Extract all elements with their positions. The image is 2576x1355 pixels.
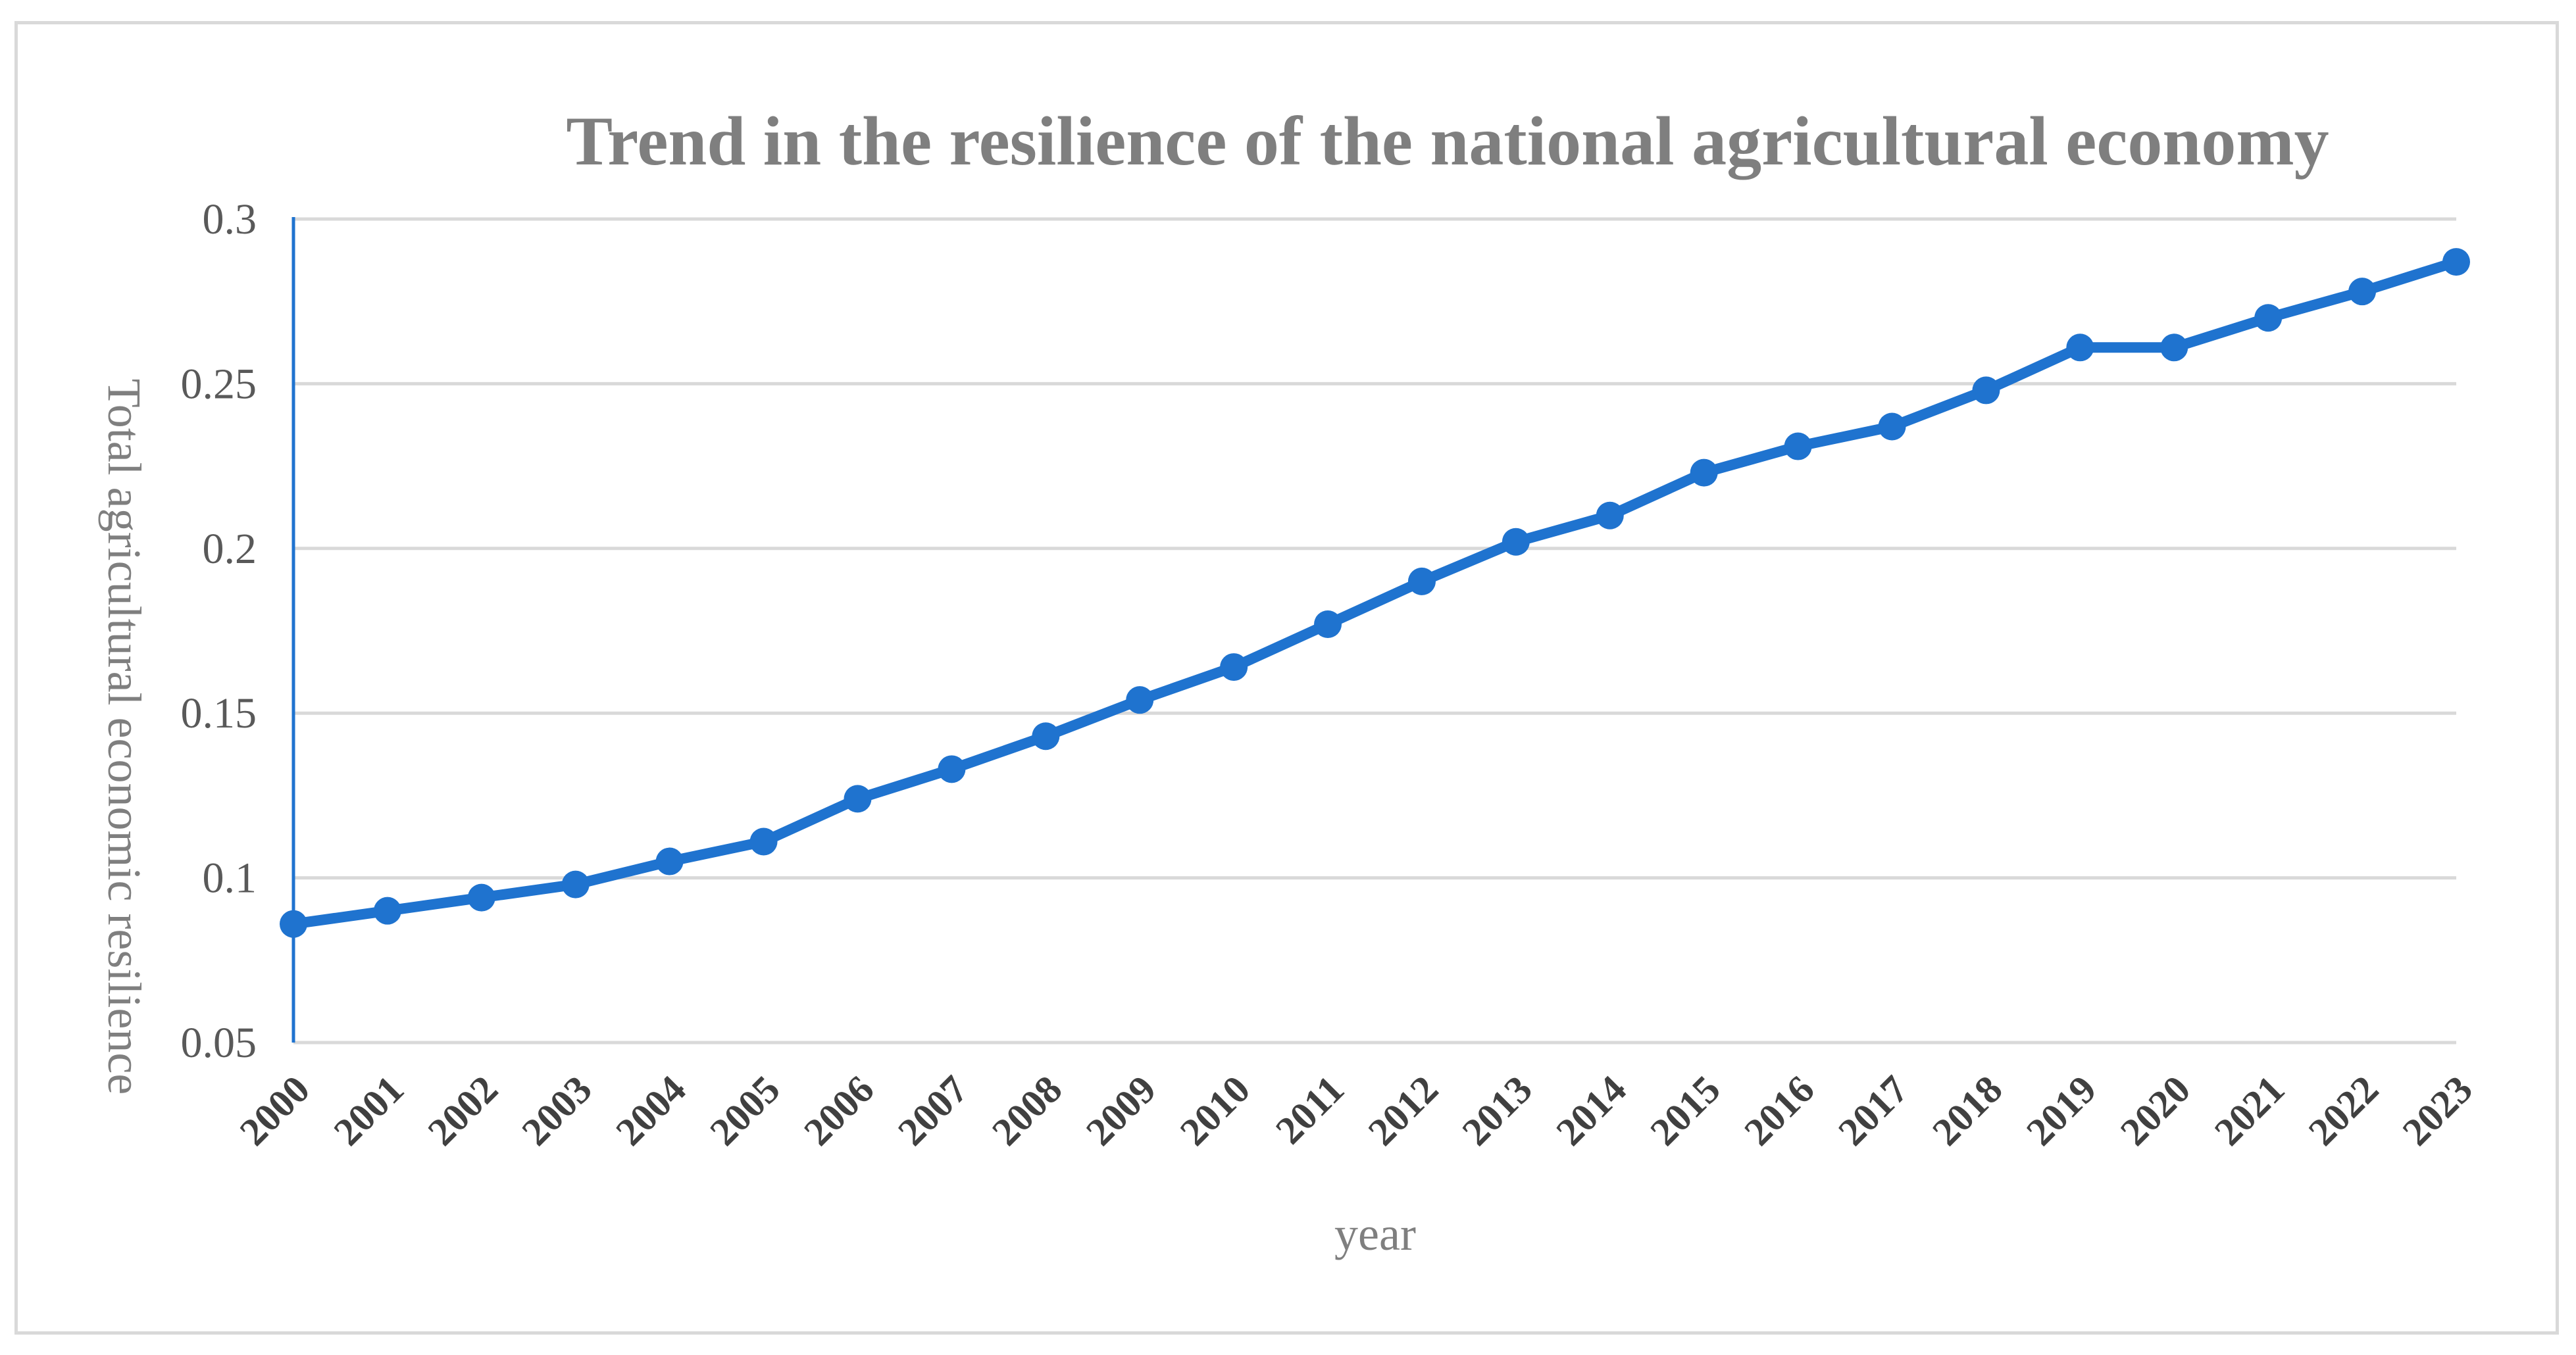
data-point-2015 <box>1690 458 1718 487</box>
data-point-2005 <box>749 827 778 856</box>
data-point-2004 <box>655 847 684 875</box>
x-tick-label: 2000 <box>232 1068 318 1154</box>
data-point-2022 <box>2348 278 2377 306</box>
y-tick-label: 0.15 <box>181 689 257 737</box>
y-tick-label: 0.05 <box>181 1019 257 1067</box>
x-tick-label: 2002 <box>419 1068 506 1154</box>
data-point-2010 <box>1220 653 1248 681</box>
series-layer <box>280 248 2470 938</box>
data-point-2007 <box>938 755 966 783</box>
x-tick-label: 2014 <box>1548 1068 1634 1154</box>
data-point-2017 <box>1878 412 1906 441</box>
x-axis-ticks: 2000 2001 2002 2003 2004 2005 2006 2007 2008 2009… <box>232 1068 2481 1154</box>
data-point-2001 <box>373 897 401 925</box>
x-axis-title: year <box>1334 1208 1416 1260</box>
y-tick-label: 0.3 <box>203 195 257 243</box>
grid-lines <box>293 217 2456 1045</box>
x-tick-label: 2016 <box>1736 1068 1823 1154</box>
x-tick-label: 2005 <box>701 1068 788 1154</box>
data-point-2016 <box>1784 432 1812 460</box>
data-point-2000 <box>280 910 307 938</box>
data-point-2006 <box>844 785 872 813</box>
x-tick-label: 2012 <box>1360 1068 1447 1154</box>
data-point-2003 <box>561 870 590 899</box>
x-tick-label: 2020 <box>2112 1068 2199 1154</box>
data-point-2018 <box>1972 376 2000 405</box>
y-tick-label: 0.25 <box>181 360 257 408</box>
x-tick-label: 2003 <box>513 1068 600 1154</box>
x-tick-label: 2004 <box>607 1068 694 1154</box>
data-point-2021 <box>2254 304 2283 332</box>
series-line <box>288 257 2462 929</box>
data-point-2013 <box>1502 528 1530 556</box>
chart-title: Trend in the resilience of the national … <box>566 103 2329 180</box>
x-tick-label: 2017 <box>1830 1068 1917 1154</box>
data-point-2009 <box>1126 686 1154 714</box>
x-tick-label: 2001 <box>326 1068 413 1154</box>
x-tick-label: 2006 <box>796 1068 882 1154</box>
data-point-2008 <box>1032 722 1060 751</box>
data-point-2020 <box>2160 333 2188 362</box>
y-tick-label: 0.1 <box>203 854 257 902</box>
x-tick-label: 2007 <box>890 1068 976 1154</box>
x-tick-label: 2019 <box>2018 1068 2105 1154</box>
x-tick-label: 2010 <box>1172 1068 1259 1154</box>
data-point-2002 <box>467 883 495 912</box>
x-tick-label: 2013 <box>1454 1068 1541 1154</box>
x-tick-label: 2011 <box>1267 1068 1352 1152</box>
x-tick-label: 2021 <box>2206 1068 2293 1154</box>
data-point-2011 <box>1314 610 1342 638</box>
x-tick-label: 2009 <box>1078 1068 1165 1154</box>
y-axis-title: Total agricultural economic resilience <box>98 379 151 1095</box>
x-tick-label: 2022 <box>2300 1068 2387 1154</box>
x-tick-label: 2018 <box>1924 1068 2011 1154</box>
x-tick-label: 2015 <box>1642 1068 1729 1154</box>
y-tick-label: 0.2 <box>203 525 257 573</box>
y-axis-ticks: 0.05 0.1 0.15 0.2 0.25 0.3 <box>181 195 257 1067</box>
data-point-2012 <box>1407 567 1436 595</box>
chart-frame <box>14 21 2559 1335</box>
data-point-2014 <box>1596 501 1624 530</box>
data-point-2023 <box>2442 248 2470 276</box>
x-tick-label: 2008 <box>984 1068 1071 1154</box>
data-point-2019 <box>2066 333 2094 362</box>
x-tick-label: 2023 <box>2394 1068 2481 1154</box>
